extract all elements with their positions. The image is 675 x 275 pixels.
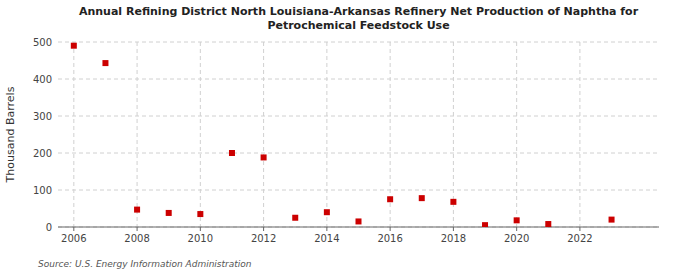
point — [134, 207, 140, 213]
point — [292, 215, 298, 221]
x-tick-label: 2018 — [441, 233, 466, 244]
x-tick-label: 2020 — [504, 233, 529, 244]
x-tick-label: 2014 — [314, 233, 339, 244]
y-tick-label: 500 — [33, 37, 52, 48]
point — [261, 154, 267, 160]
source: Source: U.S. Energy Information Administ… — [38, 259, 252, 269]
x-tick-mark — [73, 227, 74, 231]
point — [514, 217, 520, 223]
y-grid-line — [58, 42, 659, 43]
y-tick-label: 400 — [33, 74, 52, 85]
x-tick-label: 2006 — [61, 233, 86, 244]
point — [356, 218, 362, 224]
y-axis-label: Thousand Barrels — [4, 86, 17, 183]
point — [166, 210, 172, 216]
grid — [58, 42, 659, 227]
x-grid-line — [73, 42, 74, 227]
x-tick-mark — [516, 227, 517, 231]
x-grid-line — [326, 42, 327, 227]
x-tick-mark — [390, 227, 391, 231]
y-tick-label: 100 — [33, 185, 52, 196]
y-tick-label: 300 — [33, 111, 52, 122]
x-tick-label: 2022 — [567, 233, 592, 244]
point — [324, 209, 330, 215]
y-grid-line — [58, 190, 659, 191]
title-line: Petrochemical Feedstock Use — [267, 19, 449, 32]
y-grid-line — [58, 227, 659, 228]
x-tick-mark — [263, 227, 264, 231]
point — [71, 43, 77, 49]
point — [197, 211, 203, 217]
x-axis-line — [58, 227, 659, 228]
x-tick-mark — [137, 227, 138, 231]
title-line: Annual Refining District North Louisiana… — [79, 5, 639, 18]
x-tick-label: 2012 — [251, 233, 276, 244]
x-grid-line — [137, 42, 138, 227]
background — [0, 0, 675, 275]
x-tick-mark — [200, 227, 201, 231]
point — [419, 195, 425, 201]
point — [609, 217, 615, 223]
chart-container: Annual Refining District North Louisiana… — [0, 0, 675, 275]
title: Annual Refining District North Louisiana… — [79, 5, 639, 32]
point — [482, 222, 488, 227]
y-tick-label: 200 — [33, 148, 52, 159]
y-tick-label: 0 — [46, 222, 52, 233]
x-tick-mark — [579, 227, 580, 231]
point — [229, 150, 235, 156]
x-tick-label: 2016 — [377, 233, 402, 244]
chart-svg: Annual Refining District North Louisiana… — [0, 0, 675, 275]
x-grid-line — [579, 42, 580, 227]
point — [450, 199, 456, 205]
x-tick-label: 2010 — [188, 233, 213, 244]
x-tick-mark — [326, 227, 327, 231]
y-grid-line — [58, 116, 659, 117]
x-grid-line — [200, 42, 201, 227]
x-grid-line — [516, 42, 517, 227]
y-grid-line — [58, 79, 659, 80]
y-grid-line — [58, 153, 659, 154]
x-tick-mark — [453, 227, 454, 231]
x-grid-line — [263, 42, 264, 227]
point — [102, 60, 108, 66]
point — [545, 221, 551, 227]
points — [71, 43, 615, 227]
x-tick-label: 2008 — [124, 233, 149, 244]
point — [387, 196, 393, 202]
